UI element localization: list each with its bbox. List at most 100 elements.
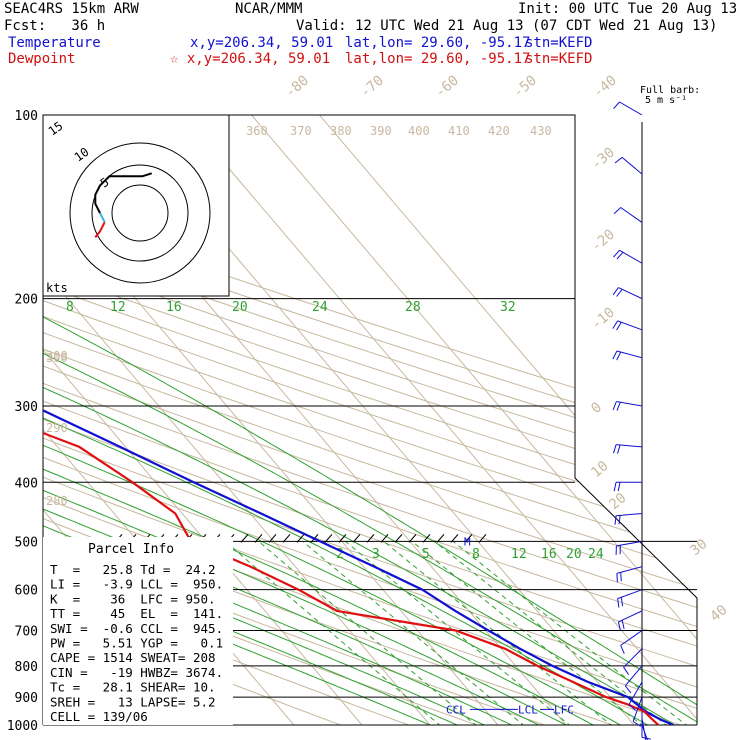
- wind-barb-shaft: [620, 207, 643, 223]
- hatch-mark: [254, 534, 263, 543]
- parcel-row: SREH = 13 LAPSE= 5.2: [50, 694, 216, 709]
- org-label: NCAR/MMM: [235, 1, 303, 17]
- lcl-label: LCL: [518, 703, 538, 716]
- hodograph-unit: kts: [46, 281, 68, 295]
- wind-barb-flag: [613, 101, 620, 110]
- mixing-ratio-label: 20: [566, 547, 582, 562]
- wind-barb-flag: [620, 597, 624, 607]
- wind-barb-shaft: [616, 401, 643, 407]
- isotherm-line: [43, 115, 374, 725]
- hodograph-ring: [91, 164, 189, 262]
- dewpoint-trace: [43, 115, 660, 725]
- pressure-label: 800: [15, 660, 38, 675]
- mixing-ratio-label: 28: [405, 300, 421, 315]
- wind-barb-flag: [613, 207, 622, 215]
- dry-adiabat: [43, 115, 376, 725]
- wind-barb-flag: [612, 320, 619, 329]
- wind-barb-flag: [641, 736, 651, 740]
- wind-barb-shaft: [619, 249, 643, 264]
- hatch-mark: [380, 534, 389, 543]
- mixing-ratio-label: 16: [166, 300, 182, 315]
- wind-barb-shaft: [623, 648, 643, 668]
- mixing-ratio-line: [411, 541, 659, 725]
- isotherm-label: -60: [432, 73, 462, 102]
- dry-adiabat: [43, 115, 697, 725]
- mixing-ratio-label: 12: [110, 300, 126, 315]
- hodograph-ring-label: 10: [72, 145, 92, 165]
- pressure-label: 700: [15, 625, 38, 640]
- isotherm-line: [295, 115, 697, 725]
- dewpoint-station: stn=KEFD: [525, 51, 593, 67]
- wind-barb-shaft: [616, 512, 643, 517]
- hatch-mark: [366, 534, 375, 543]
- parcel-row: CELL = 139/06: [50, 709, 148, 724]
- wind-barb-flag: [613, 444, 617, 454]
- wind-barb-flag: [616, 402, 621, 411]
- wind-barb-shaft: [618, 287, 643, 300]
- wind-barbs: [612, 101, 651, 740]
- wind-barb-flag: [617, 621, 621, 631]
- parcel-row: T = 25.8 Td = 24.2: [50, 562, 216, 577]
- wind-barb-flag: [616, 351, 622, 361]
- theta-label: 370: [290, 124, 312, 138]
- hodograph-trace-upper: [94, 172, 153, 214]
- isotherm-label: 10: [588, 458, 611, 481]
- hatch-mark: [394, 534, 403, 543]
- wind-barb-shaft: [628, 681, 643, 705]
- mixing-ratio-label: 8: [472, 547, 480, 562]
- mixing-ratio-line: [452, 541, 697, 725]
- isotherm-label: -50: [510, 73, 540, 102]
- parcel-row: CAPE = 1514 SWEAT= 208: [50, 650, 216, 665]
- dry-adiabat: [43, 115, 697, 725]
- dry-adiabat: [43, 115, 697, 725]
- mixing-ratio-label: 12: [511, 547, 527, 562]
- theta-label: 390: [370, 124, 392, 138]
- wind-barb-shaft: [617, 320, 643, 331]
- mixing-ratio-line: [224, 541, 456, 725]
- mixing-ratio-label: 3: [372, 547, 380, 562]
- dry-adiabat: [43, 115, 697, 725]
- theta-label: 290: [46, 421, 68, 435]
- wind-barb-flag: [614, 157, 623, 164]
- hatch-mark: [436, 534, 445, 543]
- wind-barb-shaft: [618, 610, 643, 623]
- wind-barb-shaft: [616, 350, 643, 359]
- dry-adiabat: [43, 115, 697, 725]
- hodograph-ring: [111, 184, 169, 242]
- wind-barb-flag: [623, 666, 630, 675]
- theta-label: 300: [46, 351, 68, 365]
- hodograph-frame: [42, 114, 230, 297]
- dry-adiabat: [43, 115, 445, 725]
- dry-adiabat: [43, 115, 697, 725]
- theta-label: 300: [46, 349, 68, 363]
- isotherm-label: 30: [687, 536, 710, 559]
- temperature-trace: [43, 115, 674, 725]
- dry-adiabat: [43, 115, 697, 725]
- wind-barb-flag: [612, 350, 618, 360]
- wind-barb-flag: [620, 572, 622, 582]
- isotherm-label: -70: [357, 73, 387, 102]
- wind-barb-flag: [613, 249, 620, 258]
- hodograph-ring-label: 15: [46, 119, 66, 139]
- wind-barb-flag: [612, 287, 619, 296]
- isotherm-label: 20: [606, 490, 629, 513]
- mixing-ratio-label: 20: [232, 300, 248, 315]
- mixing-ratio-label: 2: [336, 547, 344, 562]
- pressure-label: 200: [15, 293, 38, 308]
- parcel-row: PW = 5.51 YGP = 0.1: [50, 636, 223, 651]
- theta-label: 360: [246, 124, 268, 138]
- mixing-ratio-label: 8: [66, 300, 74, 315]
- parcel-row: CIN = -19 HWBZ= 3674.: [50, 665, 223, 680]
- mixing-ratio-line: [345, 541, 586, 725]
- hatch-mark: [478, 534, 487, 543]
- dewpoint-location-text: x,y=206.34, 59.01: [186, 51, 331, 67]
- temperature-latlon: lat,lon= 29.60, -95.17: [345, 35, 531, 51]
- dewpoint-latlon: lat,lon= 29.60, -95.17: [345, 51, 531, 67]
- sounding-lines: [43, 115, 674, 725]
- hatch-mark: [282, 534, 291, 543]
- parcel-title: Parcel Info: [88, 542, 174, 557]
- dry-adiabat: [43, 115, 697, 725]
- wind-barb-shaft: [624, 665, 643, 687]
